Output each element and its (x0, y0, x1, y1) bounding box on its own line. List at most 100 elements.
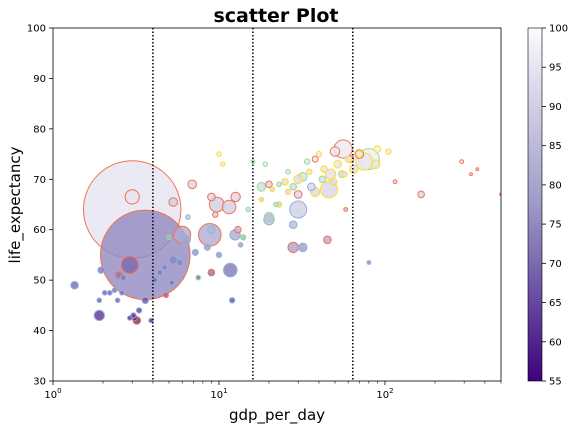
data-point-50 (141, 296, 150, 305)
data-point-84 (101, 290, 108, 296)
y-tick-label-6: 90 (33, 74, 46, 85)
data-point-97 (262, 161, 269, 167)
data-point-11 (124, 189, 140, 205)
data-point-79 (315, 150, 323, 158)
chart-title: scatter Plot (213, 5, 338, 27)
data-point-88 (119, 290, 125, 296)
data-point-83 (96, 297, 103, 304)
y-tick-label-7: 100 (27, 24, 46, 35)
data-point-49 (97, 266, 105, 274)
data-point-72 (215, 251, 223, 259)
data-point-111 (475, 167, 480, 172)
data-point-89 (127, 315, 133, 321)
data-point-70 (156, 269, 164, 276)
data-point-39 (207, 225, 216, 234)
data-point-31 (293, 174, 304, 185)
colorbar-tick-label-0: 55 (549, 377, 562, 388)
y-tick-label-0: 30 (33, 377, 46, 388)
data-point-75 (304, 158, 311, 165)
y-tick-label-1: 40 (33, 326, 46, 337)
data-point-71 (161, 264, 168, 271)
data-point-25 (187, 179, 197, 190)
y-tick-label-2: 50 (33, 276, 46, 287)
data-point-58 (344, 155, 353, 163)
data-point-101 (216, 151, 222, 157)
data-point-77 (284, 188, 292, 196)
data-point-99 (276, 181, 282, 188)
data-point-28 (298, 242, 308, 253)
data-point-36 (293, 190, 303, 199)
data-point-53 (318, 175, 327, 184)
data-point-44 (207, 268, 216, 277)
data-point-80 (341, 171, 348, 178)
data-point-7 (289, 200, 308, 219)
data-point-29 (256, 182, 267, 192)
data-point-38 (70, 280, 79, 290)
data-point-85 (107, 290, 113, 296)
data-point-46 (265, 180, 273, 189)
data-point-100 (285, 168, 291, 175)
data-point-33 (371, 159, 381, 169)
data-point-55 (281, 178, 289, 186)
x-axis-label: gdp_per_day (229, 406, 325, 425)
data-point-108 (366, 260, 372, 265)
colorbar-tick-label-4: 75 (549, 220, 562, 231)
data-point-20 (329, 146, 341, 157)
data-point-14 (287, 241, 299, 254)
data-point-78 (306, 168, 313, 175)
data-point-74 (240, 234, 247, 241)
data-point-35 (207, 192, 216, 202)
colorbar-tick-label-3: 70 (549, 259, 562, 270)
y-tick-label-5: 80 (33, 124, 46, 135)
colorbar-tick-label-2: 65 (549, 298, 562, 309)
colorbar-tick-label-5: 80 (549, 180, 562, 191)
data-point-107 (459, 159, 465, 165)
data-point-91 (169, 279, 175, 286)
data-point-63 (191, 248, 199, 256)
y-axis-ticks: 30 40 50 60 70 80 90 100 (27, 24, 53, 388)
data-point-48 (417, 190, 425, 199)
plot-frame (52, 27, 502, 382)
data-point-61 (311, 155, 319, 163)
data-point-18 (324, 168, 337, 180)
colorbar-tick-label-9: 100 (549, 24, 568, 35)
data-point-92 (185, 214, 191, 220)
data-point-5 (120, 256, 139, 274)
colorbar-ticks: 55 60 65 70 75 80 85 90 95 100 (542, 24, 568, 388)
data-point-86 (111, 287, 118, 294)
data-point-82 (163, 292, 169, 299)
data-point-21 (180, 234, 191, 246)
x-axis-ticks: 100 101 102 (44, 381, 502, 401)
data-point-13 (223, 262, 238, 278)
data-point-96 (245, 206, 251, 213)
colorbar (527, 27, 543, 382)
data-point-73 (228, 297, 236, 304)
data-point-94 (166, 234, 172, 241)
colorbar-tick-label-7: 90 (549, 102, 562, 113)
data-point-40 (288, 220, 298, 229)
colorbar-tick-label-8: 95 (549, 63, 562, 74)
data-point-41 (307, 182, 316, 192)
data-point-22 (263, 211, 275, 223)
x-tick-label-2: 102 (376, 387, 393, 401)
data-point-81 (385, 148, 392, 155)
data-point-104 (269, 186, 276, 193)
data-point-19 (230, 191, 241, 203)
data-point-60 (373, 145, 382, 153)
data-point-106 (392, 179, 398, 185)
data-point-68 (135, 307, 143, 314)
data-point-37 (323, 235, 332, 245)
data-point-15 (93, 309, 106, 322)
data-point-59 (355, 150, 364, 158)
data-point-62 (119, 274, 127, 282)
y-axis-label: life_expectancy (6, 146, 25, 263)
data-point-56 (320, 165, 328, 173)
data-points (70, 139, 501, 325)
y-tick-label-3: 60 (33, 225, 46, 236)
data-point-42 (333, 159, 343, 169)
data-point-105 (343, 207, 349, 212)
colorbar-tick-label-6: 85 (549, 141, 562, 152)
data-point-64 (203, 243, 211, 251)
y-tick-label-4: 70 (33, 175, 46, 186)
